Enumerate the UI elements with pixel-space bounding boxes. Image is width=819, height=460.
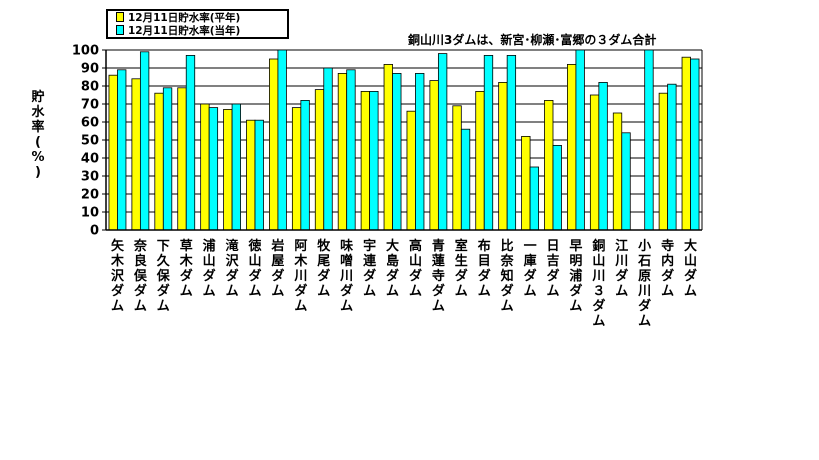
bar-current-year — [369, 91, 379, 231]
x-tick-label: 銅山川３ダム — [591, 238, 605, 329]
bar-normal-year — [314, 89, 325, 231]
bar-current-year — [506, 55, 517, 231]
y-tick-label: 80 — [81, 80, 99, 95]
x-tick-label: 矢木沢ダム — [110, 238, 125, 314]
bar-current-year — [208, 107, 219, 231]
bar-normal-year — [291, 107, 302, 231]
x-tick-label: 青蓮寺ダム — [432, 238, 445, 314]
legend-label-normal-year: 12月11日貯水率(平年) — [128, 12, 241, 24]
x-tick-label: 寺内ダム — [661, 238, 674, 299]
legend-label-current-year: 12月11日貯水率(当年) — [128, 25, 241, 37]
x-tick-label: 小石原川ダム — [637, 239, 651, 329]
x-tick-label: 大島ダム — [386, 238, 399, 299]
chart-legend: 12月11日貯水率(平年) 12月11日貯水率(当年) — [106, 9, 289, 39]
bar-normal-year — [246, 119, 256, 231]
bar-normal-year — [498, 82, 508, 231]
x-tick-label: 比奈知ダム — [500, 238, 515, 314]
x-tick-label: 江川ダム — [614, 238, 628, 299]
bar-normal-year — [658, 92, 669, 231]
bar-current-year — [117, 69, 127, 231]
y-tick-label: 30 — [81, 170, 99, 185]
bar-normal-year — [681, 56, 691, 231]
y-tick-label: 10 — [81, 206, 99, 221]
bar-current-year — [185, 55, 196, 231]
bar-current-year — [483, 55, 494, 231]
bar-current-year — [598, 82, 608, 231]
y-tick-label: 90 — [81, 62, 99, 77]
y-tick-label: 0 — [90, 224, 99, 239]
bar-current-year — [437, 53, 448, 231]
x-tick-label: 布目ダム — [478, 238, 491, 299]
bar-normal-year — [200, 103, 210, 231]
bar-normal-year — [475, 91, 485, 231]
bar-normal-year — [429, 80, 439, 231]
bar-current-year — [529, 166, 539, 231]
legend-swatch-normal-year — [116, 12, 124, 22]
legend-item-current-year: 12月11日貯水率(当年) — [116, 25, 240, 38]
bar-normal-year — [406, 110, 416, 231]
bar-normal-year — [521, 135, 531, 231]
x-tick-label: 草木ダム — [179, 238, 194, 299]
bar-normal-year — [567, 64, 577, 231]
x-tick-label: 牧尾ダム — [317, 238, 331, 299]
x-tick-label: 大山ダム — [684, 238, 697, 299]
y-tick-label: 50 — [81, 134, 99, 149]
bar-normal-year — [589, 94, 600, 231]
bar-current-year — [231, 103, 241, 231]
bar-current-year — [552, 144, 562, 231]
x-tick-label: 奈良俣ダム — [133, 238, 148, 314]
x-tick-label: 滝沢ダム — [226, 238, 240, 299]
bar-current-year — [254, 119, 264, 231]
bar-current-year — [323, 67, 333, 231]
bar-normal-year — [337, 73, 348, 231]
x-tick-label: 日吉ダム — [546, 239, 559, 299]
x-tick-label: 阿木川ダム — [293, 239, 308, 314]
y-tick-label: 40 — [81, 152, 99, 167]
bar-normal-year — [154, 92, 164, 231]
x-tick-label: 高山ダム — [409, 238, 422, 299]
bar-current-year — [690, 58, 700, 231]
x-tick-label: 徳山ダム — [247, 238, 261, 299]
bar-normal-year — [452, 105, 462, 231]
y-tick-label: 20 — [81, 188, 99, 203]
x-tick-label: 味噌川ダム — [339, 238, 353, 314]
bar-current-year — [460, 128, 471, 231]
y-tick-label: 70 — [81, 98, 99, 113]
legend-swatch-current-year — [116, 25, 124, 35]
bar-current-year — [575, 49, 585, 231]
bar-normal-year — [131, 78, 141, 231]
x-tick-label: 宇連ダム — [363, 238, 377, 299]
x-tick-label: 早明浦ダム — [569, 239, 582, 314]
bar-normal-year — [544, 100, 554, 231]
bar-current-year — [300, 100, 310, 231]
legend-item-normal-year: 12月11日貯水率(平年) — [116, 12, 240, 25]
bar-normal-year — [223, 109, 233, 231]
x-tick-label: 岩屋ダム — [270, 238, 284, 299]
bar-normal-year — [177, 87, 187, 231]
bar-normal-year — [383, 64, 393, 231]
y-axis-label: 貯水率(%) — [31, 90, 45, 180]
bar-normal-year — [269, 58, 279, 231]
bar-current-year — [644, 49, 654, 231]
bar-current-year — [346, 69, 356, 231]
bar-current-year — [139, 51, 150, 231]
x-tick-label: 下久保ダム — [156, 239, 171, 314]
y-tick-label: 100 — [72, 44, 99, 59]
x-tick-label: 一庫ダム — [524, 239, 537, 299]
x-tick-label: 浦山ダム — [203, 238, 216, 299]
bar-current-year — [162, 87, 173, 231]
x-tick-label: 室生ダム — [455, 238, 468, 299]
bar-current-year — [415, 73, 425, 231]
bar-current-year — [667, 83, 677, 231]
bar-normal-year — [612, 112, 623, 231]
chart-annotation: 銅山川3ダムは、新宮･柳瀬･富郷の３ダム合計 — [408, 33, 657, 47]
bar-current-year — [621, 132, 631, 231]
bar-normal-year — [108, 74, 118, 231]
bar-normal-year — [360, 91, 371, 231]
bar-current-year — [277, 49, 287, 231]
bar-current-year — [392, 73, 402, 231]
y-tick-label: 60 — [81, 116, 99, 131]
